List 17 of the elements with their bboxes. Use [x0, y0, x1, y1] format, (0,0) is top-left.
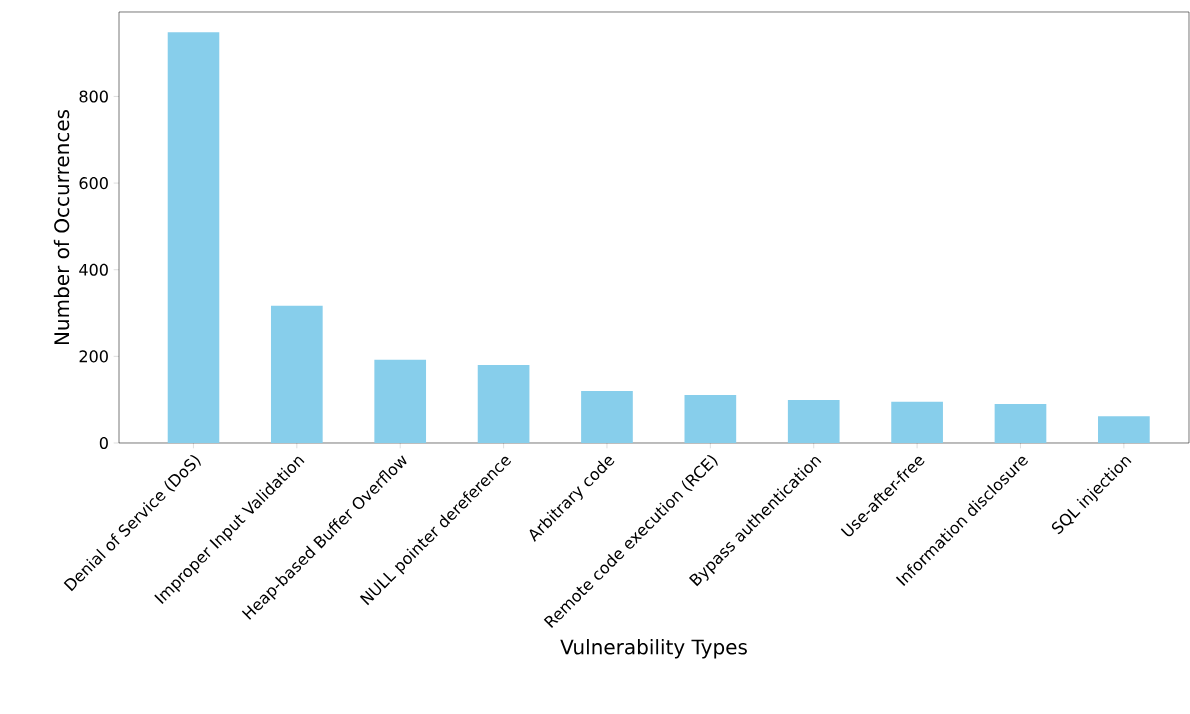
bar [891, 401, 943, 443]
bar [374, 359, 427, 443]
bar [167, 32, 220, 443]
y-tick-label: 800 [79, 90, 108, 103]
y-tick-label: 400 [79, 263, 108, 276]
bar [787, 400, 840, 443]
bar [270, 305, 323, 443]
bar [581, 391, 633, 443]
y-tick-label: 200 [79, 350, 108, 363]
bar [684, 394, 737, 443]
x-axis-title: Vulnerability Types [560, 639, 747, 659]
y-tick-label: 0 [99, 436, 108, 450]
bar [477, 365, 530, 443]
y-axis-title: Number of Occurrences [53, 109, 70, 345]
bar [1098, 416, 1150, 443]
bar [994, 404, 1047, 443]
y-tick-label: 600 [79, 177, 108, 190]
